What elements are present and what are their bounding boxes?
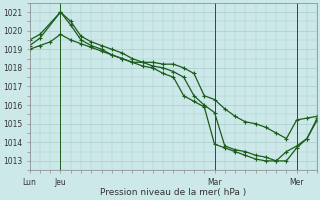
X-axis label: Pression niveau de la mer( hPa ): Pression niveau de la mer( hPa ) xyxy=(100,188,247,197)
